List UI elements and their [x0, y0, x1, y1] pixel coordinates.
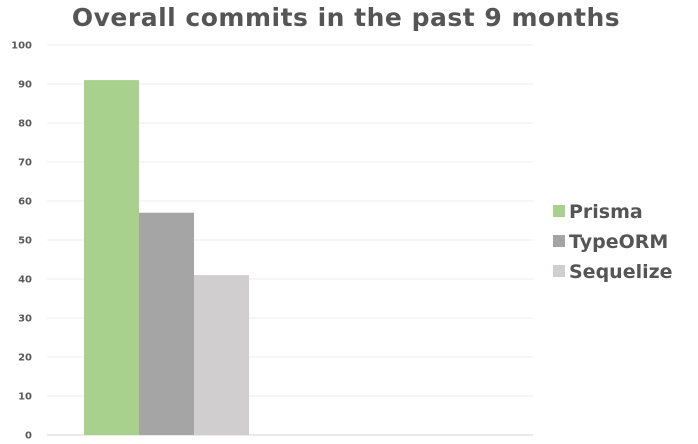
- legend: Prisma TypeORM Sequelize: [553, 201, 673, 283]
- y-tick-label: 30: [18, 314, 32, 325]
- y-axis: 0 10 20 30 40 50 60 70 80 90 100: [11, 41, 32, 442]
- legend-swatch-prisma: [553, 205, 565, 217]
- legend-swatch-sequelize: [553, 265, 565, 277]
- bar-sequelize: [194, 275, 249, 435]
- y-tick-label: 70: [18, 158, 32, 169]
- legend-label-typeorm: TypeORM: [569, 231, 668, 253]
- bar-prisma: [84, 80, 139, 435]
- y-tick-label: 80: [18, 119, 32, 130]
- y-tick-label: 90: [18, 80, 32, 91]
- y-tick-label: 0: [25, 431, 32, 442]
- legend-label-sequelize: Sequelize: [569, 261, 673, 283]
- chart-title: Overall commits in the past 9 months: [72, 3, 620, 32]
- y-tick-label: 100: [11, 41, 32, 52]
- y-tick-label: 10: [18, 392, 32, 403]
- bars: [84, 80, 249, 435]
- y-tick-label: 40: [18, 275, 32, 286]
- legend-label-prisma: Prisma: [569, 201, 643, 223]
- y-tick-label: 20: [18, 353, 32, 364]
- legend-swatch-typeorm: [553, 235, 565, 247]
- bar-typeorm: [139, 212, 194, 435]
- y-tick-label: 50: [18, 236, 32, 247]
- y-tick-label: 60: [18, 197, 32, 208]
